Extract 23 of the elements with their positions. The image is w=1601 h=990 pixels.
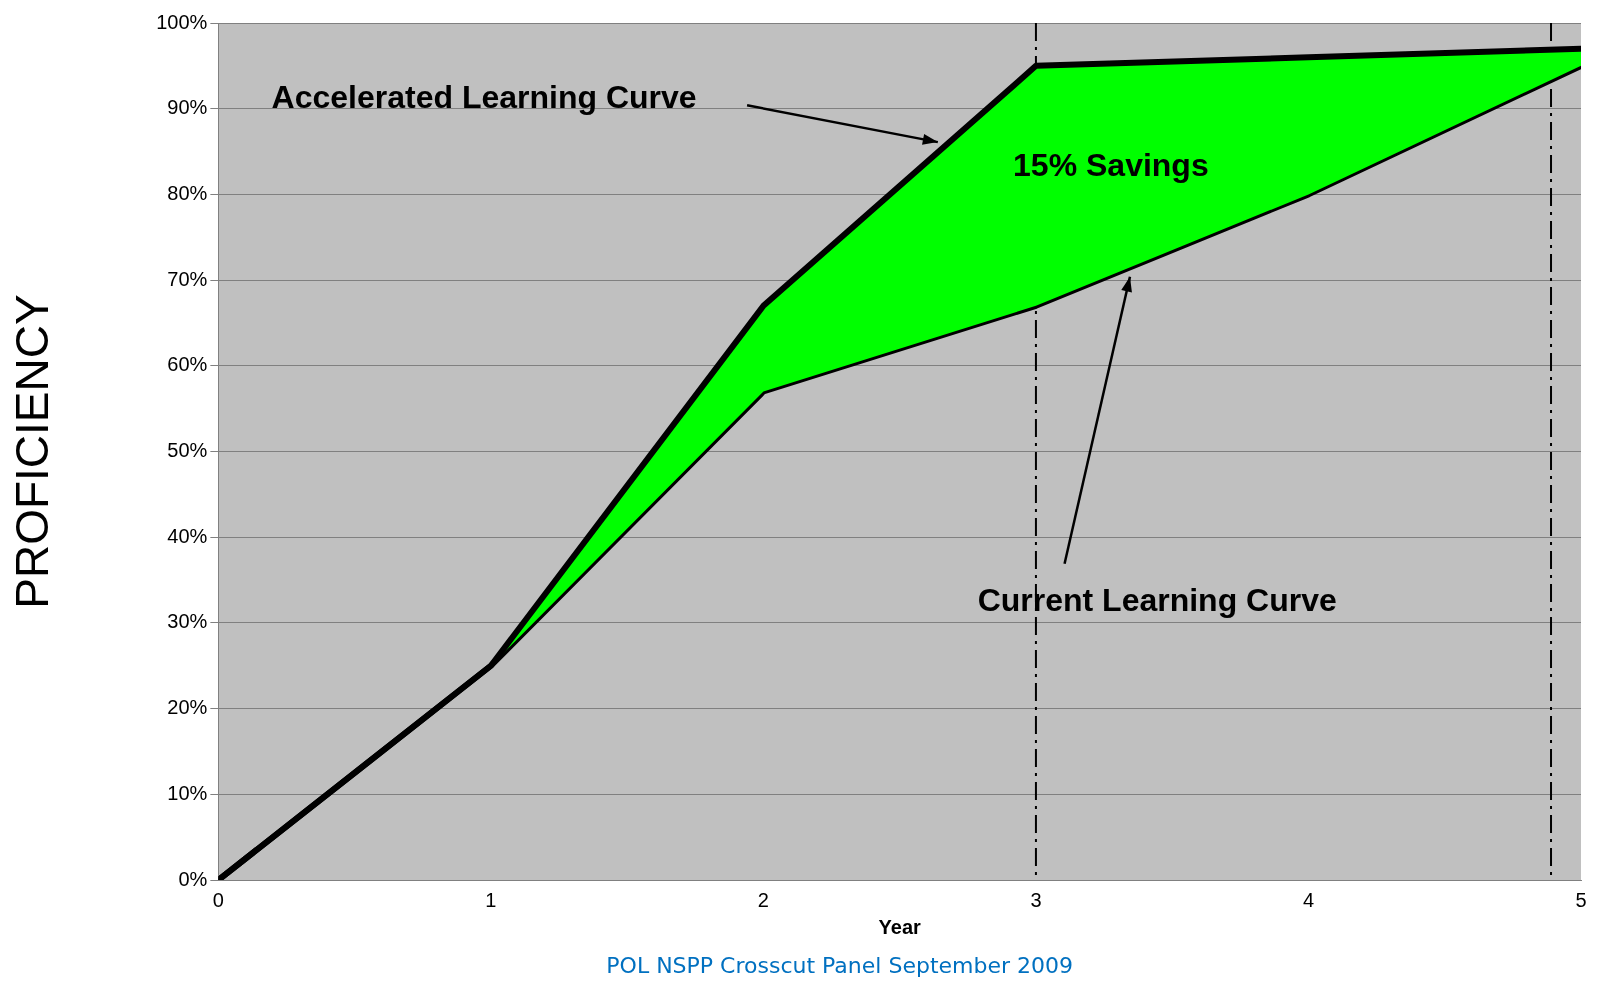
x-tick-label: 1 <box>485 888 497 911</box>
y-tick-label: 100% <box>156 10 208 33</box>
y-tick-label: 20% <box>167 696 208 719</box>
x-tick-label: 3 <box>1030 888 1042 911</box>
text: POL NSPP Crosscut Panel September 2009 <box>606 952 1074 978</box>
annotation: 15% Savings <box>1013 146 1209 183</box>
x-tick-label: 4 <box>1302 888 1315 911</box>
y-tick-label: 40% <box>167 524 208 547</box>
y-tick-label: 30% <box>167 610 208 633</box>
annotation: Accelerated Learning Curve <box>271 79 697 116</box>
y-tick-label: 50% <box>167 439 208 462</box>
y-tick-label: 80% <box>167 181 208 204</box>
x-tick-label: 5 <box>1575 888 1587 911</box>
y-tick-label: 0% <box>178 867 208 890</box>
x-tick-label: 0 <box>212 888 224 911</box>
y-tick-label: 60% <box>167 353 208 376</box>
y-tick-label: 10% <box>167 781 208 804</box>
y-tick-label: 90% <box>167 96 208 119</box>
annotation: Current Learning Curve <box>977 582 1337 619</box>
x-tick-label: 2 <box>757 888 769 911</box>
x-axis-title: Year <box>878 915 922 938</box>
y-tick-label: 70% <box>167 267 208 290</box>
y-axis-title: PROFICIENCY <box>6 294 59 609</box>
